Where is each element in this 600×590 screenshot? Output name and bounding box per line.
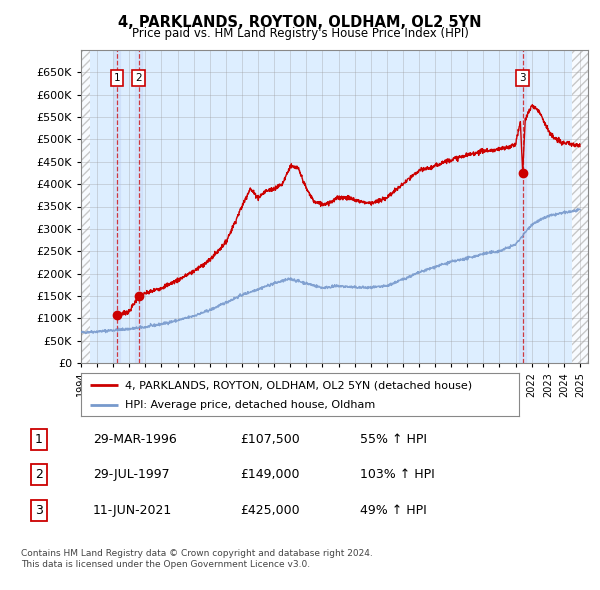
Text: 49% ↑ HPI: 49% ↑ HPI bbox=[360, 504, 427, 517]
Text: 4, PARKLANDS, ROYTON, OLDHAM, OL2 5YN (detached house): 4, PARKLANDS, ROYTON, OLDHAM, OL2 5YN (d… bbox=[125, 381, 472, 391]
Text: Contains HM Land Registry data © Crown copyright and database right 2024.: Contains HM Land Registry data © Crown c… bbox=[21, 549, 373, 558]
Text: 1: 1 bbox=[114, 73, 121, 83]
Text: 3: 3 bbox=[520, 73, 526, 83]
Text: £149,000: £149,000 bbox=[240, 468, 299, 481]
Text: 11-JUN-2021: 11-JUN-2021 bbox=[93, 504, 172, 517]
Text: £425,000: £425,000 bbox=[240, 504, 299, 517]
Bar bbox=[81, 50, 90, 363]
Text: 2: 2 bbox=[136, 73, 142, 83]
Text: This data is licensed under the Open Government Licence v3.0.: This data is licensed under the Open Gov… bbox=[21, 560, 310, 569]
Text: 3: 3 bbox=[35, 504, 43, 517]
Bar bbox=[136, 50, 142, 363]
Text: 55% ↑ HPI: 55% ↑ HPI bbox=[360, 433, 427, 446]
Bar bbox=[114, 50, 121, 363]
Text: HPI: Average price, detached house, Oldham: HPI: Average price, detached house, Oldh… bbox=[125, 401, 375, 410]
Text: 29-MAR-1996: 29-MAR-1996 bbox=[93, 433, 177, 446]
Text: 2: 2 bbox=[35, 468, 43, 481]
Text: 4, PARKLANDS, ROYTON, OLDHAM, OL2 5YN: 4, PARKLANDS, ROYTON, OLDHAM, OL2 5YN bbox=[118, 15, 482, 30]
Bar bbox=[572, 50, 600, 363]
Text: £107,500: £107,500 bbox=[240, 433, 300, 446]
Text: 1: 1 bbox=[35, 433, 43, 446]
Text: Price paid vs. HM Land Registry's House Price Index (HPI): Price paid vs. HM Land Registry's House … bbox=[131, 27, 469, 40]
Bar bbox=[520, 50, 526, 363]
Text: 103% ↑ HPI: 103% ↑ HPI bbox=[360, 468, 435, 481]
Text: 29-JUL-1997: 29-JUL-1997 bbox=[93, 468, 170, 481]
